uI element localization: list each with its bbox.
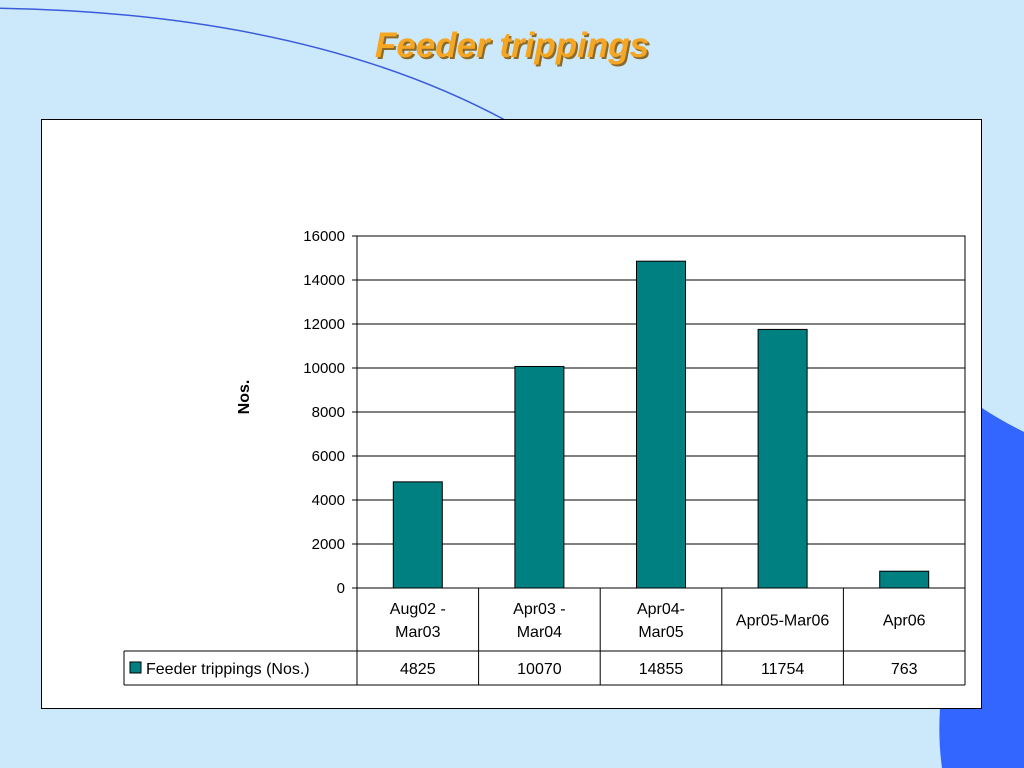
y-tick-label: 16000 bbox=[303, 228, 345, 245]
x-category-label: Apr06 bbox=[883, 613, 926, 630]
decorative-arc bbox=[0, 7, 506, 121]
y-tick-label: 8000 bbox=[312, 404, 345, 421]
bar bbox=[636, 260, 686, 589]
y-tick-label: 10000 bbox=[303, 360, 345, 377]
x-category-label: Aug02 - bbox=[390, 601, 446, 618]
slide-title: Feeder trippings bbox=[374, 26, 650, 65]
y-tick-label: 6000 bbox=[312, 448, 345, 465]
y-tick-label: 14000 bbox=[303, 272, 345, 289]
x-category-label: Apr05-Mar06 bbox=[736, 613, 829, 630]
data-table-value: 14855 bbox=[639, 661, 684, 678]
y-tick-label: 4000 bbox=[312, 492, 345, 509]
legend-key bbox=[129, 661, 142, 674]
x-category-label: Mar04 bbox=[517, 624, 562, 641]
y-tick-label: 12000 bbox=[303, 316, 345, 333]
x-category-label: Mar03 bbox=[395, 624, 440, 641]
bar bbox=[757, 328, 808, 589]
y-axis-label: Nos. bbox=[236, 380, 253, 415]
x-category-label: Apr04- bbox=[637, 601, 685, 618]
bar-chart: 0 2000 4000 6000 8000 10000 12000 14000 16000 Nos… bbox=[123, 228, 966, 686]
y-tick-label: 2000 bbox=[312, 536, 345, 553]
x-category-label: Apr03 - bbox=[513, 601, 565, 618]
data-table-value: 763 bbox=[891, 661, 918, 678]
y-tick-label: 0 bbox=[337, 580, 345, 597]
data-table-value: 10070 bbox=[517, 661, 562, 678]
data-table-value: 11754 bbox=[761, 661, 804, 678]
legend-series-name: Feeder trippings (Nos.) bbox=[146, 661, 310, 678]
bar bbox=[514, 365, 565, 589]
bar bbox=[879, 570, 930, 589]
bar bbox=[392, 481, 443, 589]
chart-frame: 0 2000 4000 6000 8000 10000 12000 14000 16000 Nos… bbox=[41, 119, 982, 709]
data-table-value: 4825 bbox=[400, 661, 436, 678]
decorative-blue-shape bbox=[939, 408, 1024, 768]
x-category-label: Mar05 bbox=[638, 624, 683, 641]
